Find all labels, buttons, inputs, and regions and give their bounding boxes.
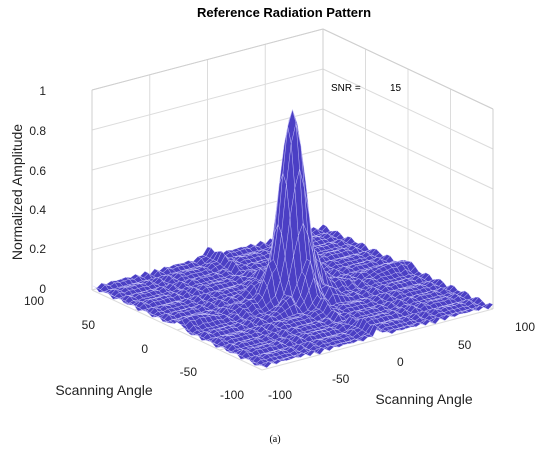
x-tick-label: -100	[220, 388, 244, 402]
box-edge	[91, 28, 324, 91]
x-tick-label: 100	[24, 294, 44, 308]
z-tick-label: 0	[39, 282, 46, 296]
y-tick-label: 100	[515, 320, 535, 334]
x-axis-label: Scanning Angle	[55, 382, 153, 398]
z-tick-label: 0.6	[29, 164, 46, 178]
y-tick-label: -100	[268, 388, 292, 402]
x-tick-label: -50	[180, 365, 198, 379]
z-tick-label: 0.2	[29, 242, 46, 256]
x-tick-label: 0	[141, 342, 148, 356]
y-tick-label: 0	[397, 355, 404, 369]
snr-value: 15	[390, 83, 402, 94]
y-tick-label: -50	[332, 372, 350, 386]
z-axis-label: Normalized Amplitude	[9, 124, 25, 260]
chart-title: Reference Radiation Pattern	[197, 5, 371, 20]
x-tick-label: 50	[82, 318, 96, 332]
surface-mesh	[91, 108, 494, 369]
surface-patch	[258, 363, 267, 369]
z-tick-label: 0.4	[29, 203, 46, 217]
z-tick-label: 0.8	[29, 124, 46, 138]
y-tick-label: 50	[458, 338, 472, 352]
box-edge	[322, 28, 494, 110]
snr-label: SNR =	[331, 83, 361, 94]
figure-caption: (a)	[269, 434, 280, 445]
z-tick-label: 1	[39, 84, 46, 98]
y-axis-label: Scanning Angle	[375, 391, 473, 407]
